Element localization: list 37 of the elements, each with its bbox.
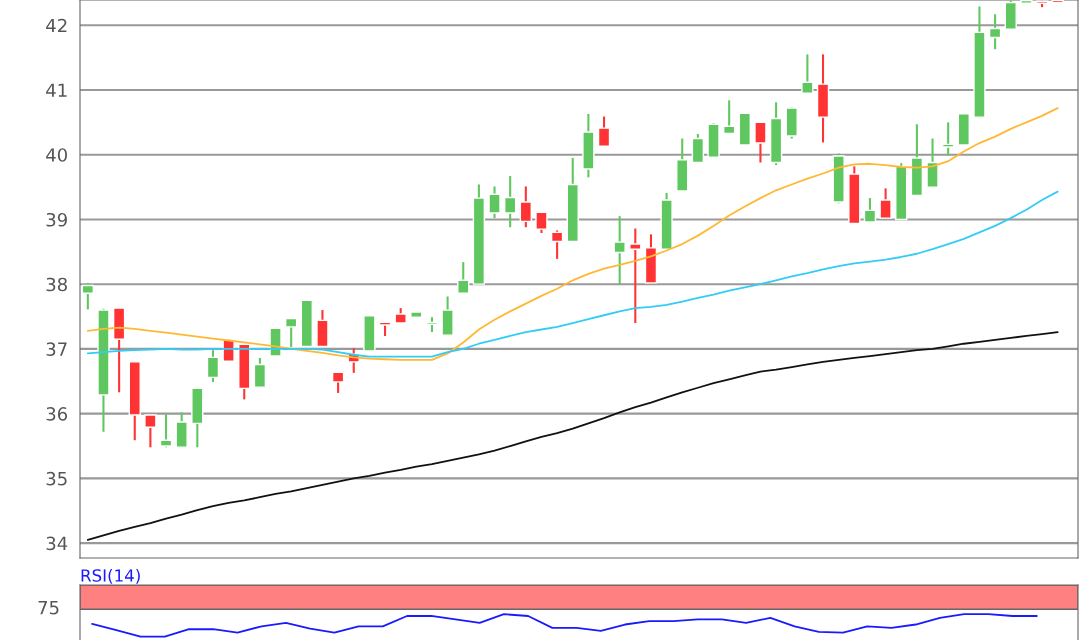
candlestick (613, 215, 626, 286)
candlestick (863, 197, 877, 224)
candlestick (81, 281, 94, 311)
chart-title: RSI(14) (81, 568, 140, 584)
candlestick (535, 211, 548, 235)
line-series (86, 331, 1059, 541)
y-tick-label: 40 (46, 148, 67, 162)
candlestick (879, 187, 892, 220)
y-tick-label: 42 (46, 18, 67, 33)
candlestick (504, 175, 517, 229)
candlestick (519, 185, 532, 229)
candlestick (597, 115, 611, 148)
candlestick (629, 227, 642, 325)
candlestick (754, 121, 767, 164)
candlestick (331, 371, 345, 394)
y-tick-label: 35 (46, 471, 67, 486)
y-tick-label: 38 (46, 277, 67, 292)
y-tick-label: 34 (46, 536, 68, 551)
candlestick (206, 349, 220, 383)
line-series (86, 107, 1059, 361)
y-tick-label: 41 (46, 83, 67, 97)
candlestick (691, 132, 705, 164)
candlestick (801, 53, 814, 95)
candlestick (488, 185, 501, 220)
text: 75 (38, 601, 59, 615)
candlestick (253, 356, 267, 389)
y-tick-label: 39 (46, 212, 67, 227)
candlestick (159, 413, 173, 449)
candlestick (144, 413, 157, 449)
y-tick-label: 36 (46, 407, 68, 421)
candlestick (722, 99, 736, 135)
candlestick (457, 261, 470, 295)
candlestick (550, 229, 564, 260)
candlestick (988, 13, 1002, 51)
candlestick (285, 317, 298, 349)
y-tick-label: 37 (46, 342, 67, 357)
candlestick (941, 121, 955, 157)
